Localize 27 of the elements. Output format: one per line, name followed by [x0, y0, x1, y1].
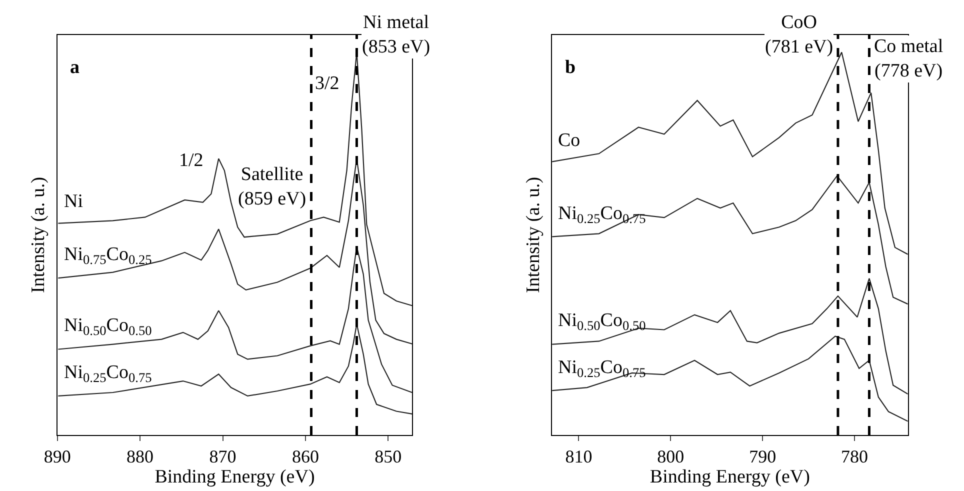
series-label: Ni$_{0.50}$Co$_{0.50}$ — [64, 315, 152, 338]
x-tick-label: 790 — [749, 446, 776, 467]
x-tick-label: 810 — [565, 446, 592, 467]
series-label: Ni — [64, 191, 83, 212]
series-label: Ni$_{0.75}$Co$_{0.25}$ — [64, 244, 152, 267]
y-axis-title: Intensity (a. u.) — [522, 176, 544, 294]
chart-title: b — [565, 57, 576, 78]
chart-title: a — [70, 57, 80, 78]
ref-line-label: Satellite (859 eV) — [238, 164, 306, 210]
x-tick-label: 880 — [126, 446, 154, 467]
ref-line-label: Co metal (778 eV) — [874, 36, 944, 82]
x-tick-label: 850 — [374, 446, 402, 467]
x-tick-label: 890 — [44, 446, 71, 467]
annotation: 1/2 — [179, 150, 204, 171]
x-axis-title: Binding Energy (eV) — [650, 466, 810, 488]
annotation: 3/2 — [315, 73, 340, 94]
x-tick-label: 870 — [209, 446, 236, 467]
ref-line-label: Ni metal (853 eV) — [362, 12, 430, 58]
series-label: Co — [558, 130, 580, 151]
series-label: Ni$_{0.50}$Co$_{0.50}$ — [558, 310, 646, 333]
x-axis-title: Binding Energy (eV) — [154, 466, 315, 488]
series-label: Ni$_{0.25}$Co$_{0.75}$ — [64, 362, 152, 385]
x-tick-label: 780 — [841, 446, 868, 467]
ref-line-label: CoO (781 eV) — [765, 12, 834, 58]
y-axis-title: Intensity (a. u.) — [28, 176, 50, 294]
x-tick-label: 800 — [657, 446, 684, 467]
x-tick-label: 860 — [292, 446, 319, 467]
